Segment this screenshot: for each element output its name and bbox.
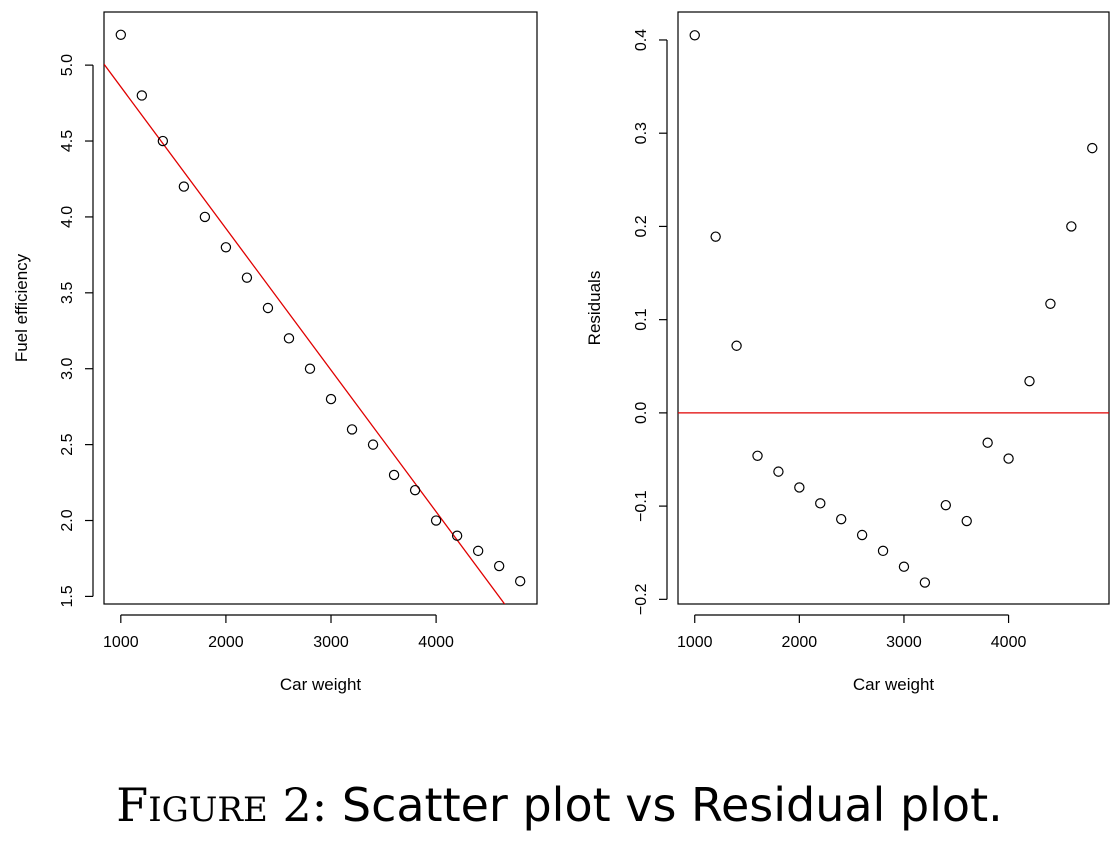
- y-tick-label: 3.0: [59, 357, 76, 379]
- data-point: [157, 135, 169, 147]
- y-axis-title: Residuals: [585, 271, 604, 346]
- data-point: [514, 576, 526, 587]
- y-tick-label: 0.4: [633, 29, 650, 51]
- y-tick-label: 0.2: [633, 215, 650, 237]
- data-point: [877, 545, 889, 557]
- data-point: [1066, 221, 1077, 232]
- y-tick-label: 2.0: [59, 509, 76, 531]
- data-point: [430, 515, 442, 526]
- y-tick-label: 2.5: [59, 433, 76, 455]
- y-axis: 1.5 2.0 2.5 3.0 3.5 4.0 4.5 5.0: [59, 54, 94, 608]
- data-points: [689, 30, 1098, 588]
- data-point: [1003, 453, 1014, 464]
- x-tick-label: 2000: [208, 634, 244, 651]
- data-point: [1045, 298, 1056, 310]
- caption-figure-initial: F: [116, 778, 149, 832]
- caption-text: Scatter plot vs Residual plot.: [341, 778, 1003, 832]
- y-tick-label: 4.5: [59, 130, 76, 152]
- y-tick-label: 0.1: [633, 308, 650, 330]
- data-point: [689, 30, 700, 41]
- y-tick-label: 5.0: [59, 54, 76, 76]
- data-point: [815, 498, 826, 509]
- data-point: [731, 340, 742, 351]
- x-tick-label: 3000: [886, 634, 922, 651]
- data-point: [241, 272, 253, 283]
- data-point: [856, 529, 868, 541]
- data-point: [388, 469, 400, 481]
- data-point: [752, 450, 763, 461]
- x-tick-label: 2000: [782, 634, 818, 651]
- data-point: [199, 211, 211, 223]
- data-point: [472, 545, 484, 557]
- x-tick-label: 4000: [418, 634, 454, 651]
- data-point: [1024, 375, 1035, 387]
- data-point: [409, 484, 421, 496]
- data-point: [262, 302, 274, 314]
- data-point: [940, 499, 952, 511]
- x-axis-title: Car weight: [853, 675, 935, 694]
- x-tick-label: 1000: [103, 634, 139, 651]
- data-point: [773, 466, 784, 477]
- data-point: [1087, 142, 1098, 154]
- data-point: [794, 482, 805, 493]
- caption-figure-rest: IGURE: [148, 790, 268, 830]
- x-tick-label: 4000: [991, 634, 1027, 651]
- figure-caption: FIGURE 2: Scatter plot vs Residual plot.: [0, 778, 1119, 832]
- data-point: [304, 363, 316, 374]
- data-point: [919, 577, 931, 588]
- y-axis: −0.2 −0.1 0.0 0.1 0.2 0.3 0.4: [633, 29, 668, 615]
- caption-figure-label: FIGURE 2:: [116, 778, 327, 832]
- data-point: [325, 393, 337, 405]
- y-tick-label: 4.0: [59, 206, 76, 228]
- data-points: [115, 29, 526, 587]
- data-point: [961, 515, 972, 527]
- plot-frame: [677, 11, 1110, 605]
- data-point: [982, 437, 993, 448]
- data-point: [283, 333, 295, 344]
- data-point: [346, 424, 358, 435]
- data-point: [136, 90, 148, 101]
- x-tick-label: 3000: [313, 634, 349, 651]
- regression-line: [104, 63, 506, 604]
- residual-plot-panel: 1000 2000 3000 4000 Car weight −0.2 −0.1 0.0 0.1…: [585, 11, 1110, 694]
- caption-figure-number: 2:: [282, 778, 328, 832]
- scatter-plot-panel: 1000 2000 3000 4000 Car weight 1.5 2.0 2.5 3.0 3.…: [12, 11, 538, 694]
- data-point: [835, 513, 847, 525]
- y-tick-label: −0.2: [633, 583, 650, 615]
- data-point: [115, 29, 127, 40]
- y-tick-label: 3.5: [59, 282, 76, 304]
- data-point: [178, 181, 190, 192]
- y-tick-label: 0.0: [633, 402, 650, 424]
- plot-frame: [103, 11, 538, 605]
- data-point: [493, 560, 505, 572]
- x-tick-label: 1000: [677, 634, 713, 651]
- data-point: [710, 231, 721, 242]
- data-point: [898, 561, 910, 572]
- data-point: [367, 439, 379, 450]
- x-axis-title: Car weight: [280, 675, 362, 694]
- data-point: [220, 242, 232, 253]
- y-tick-label: 1.5: [59, 585, 76, 607]
- x-axis: 1000 2000 3000 4000: [103, 614, 454, 651]
- y-tick-label: 0.3: [633, 122, 650, 144]
- x-axis: 1000 2000 3000 4000: [677, 614, 1027, 651]
- y-tick-label: −0.1: [633, 490, 650, 522]
- data-point: [451, 530, 463, 541]
- y-axis-title: Fuel efficiency: [12, 253, 31, 362]
